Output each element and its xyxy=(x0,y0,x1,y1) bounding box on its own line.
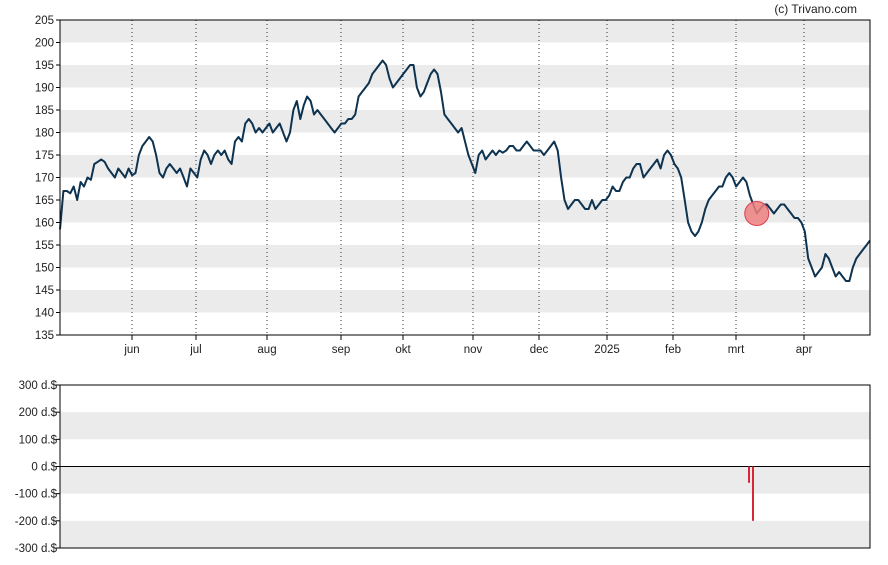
insider-grid-band xyxy=(60,412,870,440)
price-grid-band xyxy=(60,245,870,268)
insider-y-tick-label: -100 d.$ xyxy=(15,489,58,501)
insider-y-tick-label: -200 d.$ xyxy=(15,516,58,528)
price-grid-band xyxy=(60,290,870,313)
price-grid-band xyxy=(60,20,870,43)
signal-marker-group xyxy=(744,201,770,226)
x-tick-label: mrt xyxy=(728,344,745,356)
insider-y-tick-label: 200 d.$ xyxy=(19,407,58,419)
insider-grid-band xyxy=(60,520,870,548)
x-tick-label: 2025 xyxy=(594,344,620,356)
price-grid-band xyxy=(60,110,870,133)
insider-y-tick-label: -300 d.$ xyxy=(15,543,58,555)
x-tick-label: dec xyxy=(530,344,549,356)
price-line xyxy=(59,59,871,282)
insider-plot-frame xyxy=(59,384,871,549)
plot-frames xyxy=(59,19,871,549)
x-tick-label: jul xyxy=(189,344,202,356)
y-tick-label: 155 xyxy=(35,240,54,252)
insider-bars xyxy=(748,466,754,521)
y-tick-label: 135 xyxy=(35,330,54,342)
y-tick-label: 140 xyxy=(35,308,54,320)
x-tick-label: aug xyxy=(257,344,276,356)
y-tick-label: 165 xyxy=(35,195,54,207)
y-tick-label: 185 xyxy=(35,105,54,117)
price-plot-frame xyxy=(59,19,871,336)
insider-grid-band xyxy=(60,466,870,494)
insider-y-tick-label: 300 d.$ xyxy=(19,380,58,392)
y-tick-label: 205 xyxy=(35,15,54,27)
x-tick-label: jun xyxy=(123,344,139,356)
y-tick-label: 190 xyxy=(35,83,54,95)
grid-bands xyxy=(60,20,870,548)
signal-marker xyxy=(744,201,770,226)
insider-y-tick-label: 100 d.$ xyxy=(19,434,58,446)
month-gridlines xyxy=(60,20,870,467)
x-tick-label: nov xyxy=(464,344,483,356)
y-tick-label: 200 xyxy=(35,38,54,50)
y-tick-label: 195 xyxy=(35,60,54,72)
y-tick-label: 160 xyxy=(35,218,54,230)
y-tick-label: 170 xyxy=(35,173,54,185)
price-series xyxy=(59,59,871,282)
price-grid-band xyxy=(60,155,870,178)
y-tick-label: 145 xyxy=(35,285,54,297)
insider-y-tick-label: 0 d.$ xyxy=(31,462,57,474)
price-grid-band xyxy=(60,200,870,223)
y-tick-label: 175 xyxy=(35,150,54,162)
y-axis-ticks: 205 200 195 190 185 180 175 170 165 160 155 150 145 1… xyxy=(15,15,60,555)
y-tick-label: 150 xyxy=(35,263,54,275)
x-tick-label: sep xyxy=(332,344,351,356)
y-tick-label: 180 xyxy=(35,128,54,140)
x-tick-label: okt xyxy=(395,344,411,356)
chart-credit: (c) Trivano.com xyxy=(774,2,857,16)
price-grid-band xyxy=(60,65,870,88)
x-tick-label: apr xyxy=(796,344,813,356)
x-axis-ticks: jun jul aug sep okt nov dec 2025 feb mrt apr xyxy=(123,335,812,356)
x-tick-label: feb xyxy=(665,344,681,356)
